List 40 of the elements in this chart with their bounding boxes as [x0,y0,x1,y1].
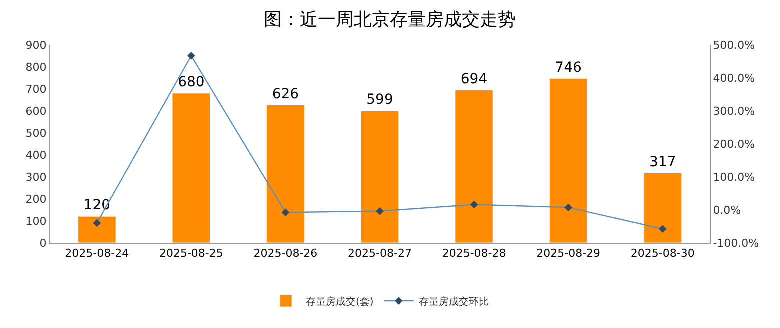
y-tick-label: 600 [26,104,47,118]
x-tick-label: 2025-08-24 [65,247,130,260]
chart-title: 图：近一周北京存量房成交走势 [264,10,516,31]
x-tick-label: 2025-08-27 [348,247,412,260]
bar [78,216,116,243]
y-tick-label: 900 [26,38,47,52]
x-tick-label: 2025-08-25 [159,247,224,260]
y2-tick-label: 0.0% [713,204,742,217]
data-label: 317 [649,154,676,170]
data-label: 680 [178,74,205,90]
x-tick-label: 2025-08-30 [630,247,695,260]
y2-tick-label: 100.0% [713,170,756,184]
y-tick-label: 800 [26,60,47,74]
y2-tick-label: 400.0% [713,72,756,85]
bar [172,93,211,243]
y-tick-label: 500 [26,126,47,140]
legend-label: 存量房成交(套) [306,296,374,308]
bar [549,78,588,243]
bar [644,173,682,243]
y-tick-label: 300 [26,170,47,184]
y-tick-label: 100 [26,214,47,228]
bar [455,90,494,243]
bar [360,110,400,243]
x-tick-label: 2025-08-28 [442,247,506,260]
y2-tick-label: -100.0% [713,236,760,250]
legend-label: 存量房成交环比 [418,296,489,308]
y-tick-label: 700 [26,82,47,96]
bar [266,105,305,243]
x-tick-label: 2025-08-29 [536,247,601,260]
x-tick-label: 2025-08-26 [254,247,318,260]
y2-tick-label: 300.0% [713,104,756,118]
y-tick-label: 400 [26,148,47,162]
data-label: 599 [366,92,394,108]
data-label: 694 [460,71,488,88]
data-label: 626 [272,86,300,102]
y-tick-label: 200 [26,192,47,206]
y-tick-label: 0 [40,236,47,250]
y2-tick-label: 200.0% [713,138,756,151]
y2-tick-label: 500.0% [713,38,756,52]
data-label: 746 [555,60,582,76]
